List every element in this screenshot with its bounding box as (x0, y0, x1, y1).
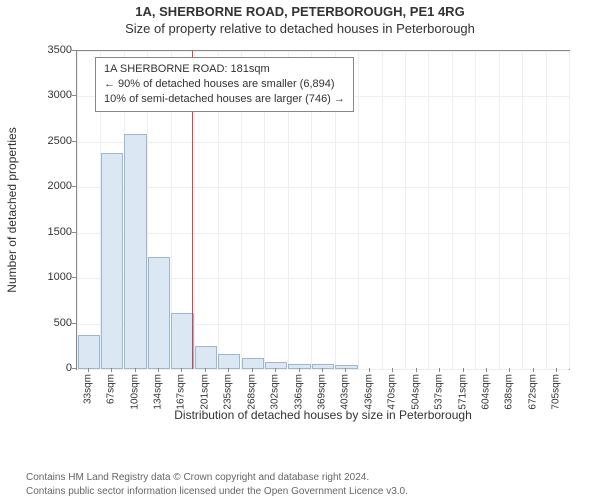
y-axis-label: Number of detached properties (5, 127, 19, 292)
xtick-mark (533, 368, 534, 372)
gridline-h (77, 51, 569, 52)
ytick-label: 0 (32, 362, 72, 374)
xtick-label: 537sqm (434, 374, 445, 410)
gridline-v (452, 51, 453, 369)
xtick-mark (275, 368, 276, 372)
xtick-label: 504sqm (410, 374, 421, 410)
ytick-mark (72, 186, 76, 187)
histogram-bar (171, 313, 193, 369)
xtick-mark (111, 368, 112, 372)
xtick-mark (322, 368, 323, 372)
xtick-label: 672sqm (527, 374, 538, 410)
xtick-label: 33sqm (82, 374, 93, 404)
ytick-mark (72, 95, 76, 96)
histogram-bar (242, 358, 264, 369)
xtick-mark (345, 368, 346, 372)
xtick-mark (299, 368, 300, 372)
gridline-h (77, 187, 569, 188)
gridline-v (569, 51, 570, 369)
page-title: 1A, SHERBORNE ROAD, PETERBOROUGH, PE1 4R… (0, 4, 600, 19)
plot-area: 1A SHERBORNE ROAD: 181sqm ← 90% of detac… (76, 50, 570, 370)
xtick-mark (369, 368, 370, 372)
ytick-mark (72, 323, 76, 324)
histogram-bar (335, 365, 357, 369)
ytick-mark (72, 232, 76, 233)
xtick-label: 167sqm (176, 374, 187, 410)
xtick-label: 470sqm (387, 374, 398, 410)
gridline-v (546, 51, 547, 369)
xtick-label: 571sqm (457, 374, 468, 410)
xtick-mark (228, 368, 229, 372)
xtick-mark (509, 368, 510, 372)
xtick-mark (88, 368, 89, 372)
xtick-label: 235sqm (223, 374, 234, 410)
gridline-v (428, 51, 429, 369)
x-axis-label: Distribution of detached houses by size … (76, 408, 570, 422)
xtick-label: 302sqm (270, 374, 281, 410)
ytick-mark (72, 141, 76, 142)
xtick-label: 638sqm (504, 374, 515, 410)
xtick-label: 134sqm (153, 374, 164, 410)
xtick-label: 268sqm (246, 374, 257, 410)
gridline-h (77, 369, 569, 370)
chart-container: Number of detached properties 1A SHERBOR… (20, 40, 580, 420)
gridline-v (475, 51, 476, 369)
footer: Contains HM Land Registry data © Crown c… (26, 471, 408, 498)
gridline-v (499, 51, 500, 369)
ytick-label: 2000 (32, 180, 72, 192)
histogram-bar (288, 364, 310, 369)
xtick-mark (158, 368, 159, 372)
xtick-label: 604sqm (481, 374, 492, 410)
ytick-label: 1000 (32, 271, 72, 283)
xtick-mark (181, 368, 182, 372)
xtick-mark (392, 368, 393, 372)
gridline-h (77, 233, 569, 234)
xtick-mark (556, 368, 557, 372)
ytick-mark (72, 368, 76, 369)
ytick-mark (72, 277, 76, 278)
gridline-v (358, 51, 359, 369)
ytick-label: 2500 (32, 135, 72, 147)
histogram-bar (195, 346, 217, 369)
footer-line-1: Contains HM Land Registry data © Crown c… (26, 471, 408, 485)
xtick-mark (486, 368, 487, 372)
xtick-label: 705sqm (551, 374, 562, 410)
xtick-label: 336sqm (293, 374, 304, 410)
histogram-bar (148, 257, 170, 369)
ytick-mark (72, 50, 76, 51)
xtick-label: 436sqm (363, 374, 374, 410)
ytick-label: 3000 (32, 89, 72, 101)
ytick-label: 1500 (32, 226, 72, 238)
gridline-v (382, 51, 383, 369)
histogram-bar (218, 354, 240, 369)
xtick-label: 403sqm (340, 374, 351, 410)
xtick-mark (135, 368, 136, 372)
ytick-label: 500 (32, 317, 72, 329)
xtick-label: 369sqm (317, 374, 328, 410)
xtick-label: 201sqm (199, 374, 210, 410)
ytick-label: 3500 (32, 44, 72, 56)
gridline-h (77, 142, 569, 143)
histogram-bar (124, 134, 146, 369)
footer-line-2: Contains public sector information licen… (26, 485, 408, 499)
gridline-v (405, 51, 406, 369)
info-line-2: ← 90% of detached houses are smaller (6,… (104, 77, 345, 92)
info-line-1: 1A SHERBORNE ROAD: 181sqm (104, 62, 345, 77)
xtick-mark (416, 368, 417, 372)
xtick-mark (205, 368, 206, 372)
xtick-mark (463, 368, 464, 372)
gridline-v (522, 51, 523, 369)
info-line-3: 10% of semi-detached houses are larger (… (104, 92, 345, 107)
histogram-bar (101, 153, 123, 369)
page-subtitle: Size of property relative to detached ho… (0, 21, 600, 36)
xtick-label: 100sqm (129, 374, 140, 410)
histogram-bar (78, 335, 100, 369)
gridline-v (77, 51, 78, 369)
xtick-label: 67sqm (106, 374, 117, 404)
info-box: 1A SHERBORNE ROAD: 181sqm ← 90% of detac… (95, 57, 354, 112)
xtick-mark (439, 368, 440, 372)
xtick-mark (252, 368, 253, 372)
